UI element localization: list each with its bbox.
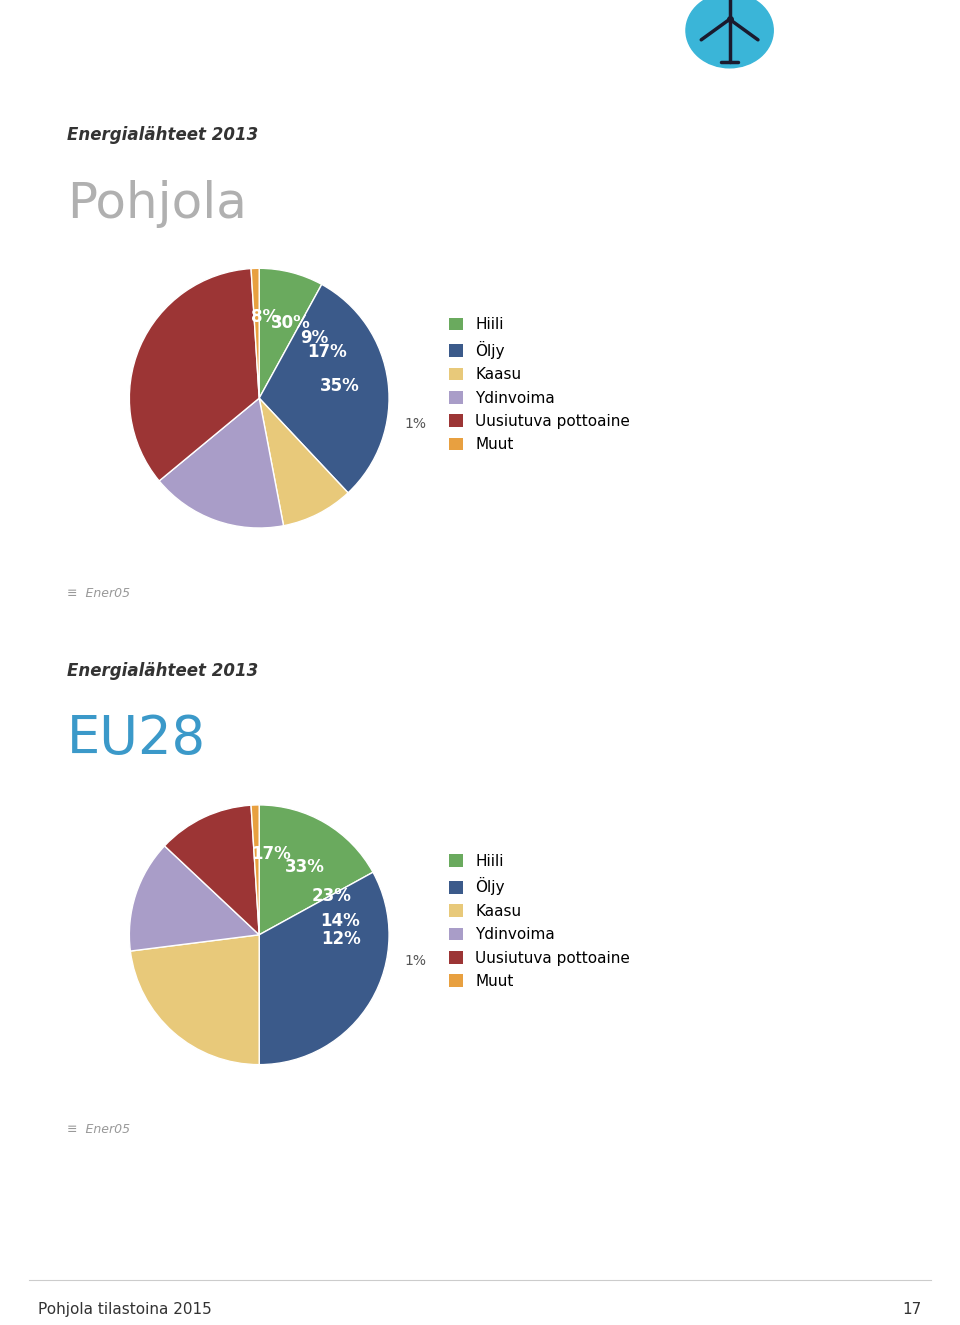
Text: 23%: 23% bbox=[311, 886, 351, 905]
Text: 1%: 1% bbox=[404, 417, 426, 432]
Wedge shape bbox=[130, 269, 259, 481]
Text: 35%: 35% bbox=[321, 378, 360, 395]
Text: 12%: 12% bbox=[321, 930, 361, 949]
Wedge shape bbox=[259, 398, 348, 526]
Legend: Hiili, Öljy, Kaasu, Ydinvoima, Uusiutuva pottoaine, Muut: Hiili, Öljy, Kaasu, Ydinvoima, Uusiutuva… bbox=[449, 855, 630, 988]
Text: 33%: 33% bbox=[284, 857, 324, 876]
Text: EU28: EU28 bbox=[67, 713, 206, 765]
Text: Ilmasto ja energia: Ilmasto ja energia bbox=[29, 23, 228, 41]
Legend: Hiili, Öljy, Kaasu, Ydinvoima, Uusiutuva pottoaine, Muut: Hiili, Öljy, Kaasu, Ydinvoima, Uusiutuva… bbox=[449, 318, 630, 452]
Text: Pohjola: Pohjola bbox=[67, 180, 247, 228]
Wedge shape bbox=[259, 804, 373, 935]
Wedge shape bbox=[259, 268, 322, 398]
Text: Energialähteet 2013: Energialähteet 2013 bbox=[67, 662, 258, 680]
Wedge shape bbox=[164, 806, 259, 935]
Text: 17%: 17% bbox=[252, 845, 291, 863]
Text: Energialähteet 2013: Energialähteet 2013 bbox=[67, 126, 258, 143]
Text: ≡  Ener05: ≡ Ener05 bbox=[67, 1124, 131, 1136]
Wedge shape bbox=[252, 804, 259, 935]
Text: Pohjola tilastoina 2015: Pohjola tilastoina 2015 bbox=[38, 1302, 212, 1317]
Wedge shape bbox=[259, 285, 389, 493]
Text: 17: 17 bbox=[902, 1302, 922, 1317]
Text: 1%: 1% bbox=[404, 954, 426, 969]
Wedge shape bbox=[131, 935, 259, 1065]
Text: ≡  Ener05: ≡ Ener05 bbox=[67, 587, 131, 599]
Wedge shape bbox=[159, 398, 283, 527]
Ellipse shape bbox=[686, 0, 773, 68]
Text: 17%: 17% bbox=[307, 343, 347, 360]
Wedge shape bbox=[259, 872, 389, 1065]
Text: 9%: 9% bbox=[300, 329, 328, 347]
Text: 8%: 8% bbox=[251, 307, 279, 326]
Text: 14%: 14% bbox=[320, 912, 360, 930]
Wedge shape bbox=[252, 268, 259, 398]
Text: 30%: 30% bbox=[272, 314, 311, 331]
Wedge shape bbox=[130, 845, 259, 951]
